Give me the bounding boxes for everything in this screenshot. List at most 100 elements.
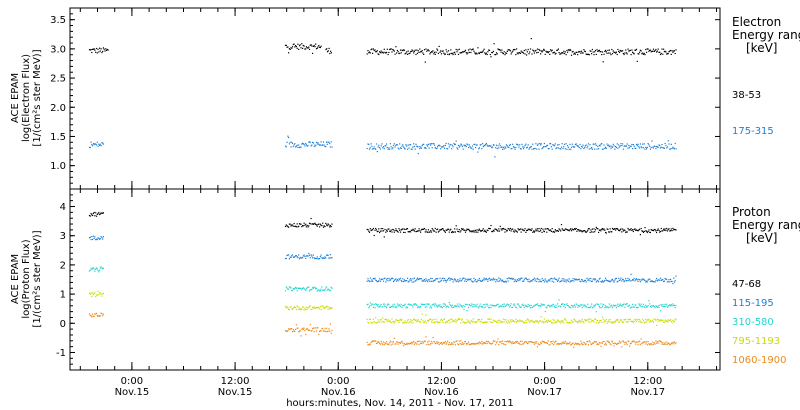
- data-point: [300, 146, 302, 148]
- data-point: [320, 45, 322, 47]
- data-point: [529, 228, 531, 230]
- data-point: [554, 143, 556, 145]
- data-point: [518, 229, 520, 231]
- data-point: [481, 318, 483, 320]
- data-point: [557, 320, 559, 322]
- data-point: [639, 147, 641, 149]
- data-point: [457, 53, 460, 55]
- data-point: [372, 340, 374, 342]
- data-point: [621, 305, 623, 307]
- data-point: [600, 230, 602, 232]
- data-point: [656, 318, 658, 320]
- data-point: [556, 230, 558, 232]
- data-point: [324, 328, 326, 330]
- data-point: [603, 228, 605, 230]
- data-point: [488, 277, 491, 279]
- data-point: [576, 343, 578, 345]
- data-point: [525, 49, 527, 51]
- data-point: [647, 230, 649, 233]
- data-point: [477, 279, 479, 281]
- data-point: [643, 230, 645, 232]
- data-point: [467, 52, 469, 54]
- data-point: [639, 281, 641, 283]
- data-point: [600, 320, 602, 322]
- data-point: [411, 343, 413, 345]
- data-point: [392, 343, 394, 345]
- data-point: [423, 280, 425, 282]
- data-point: [573, 229, 575, 231]
- data-point: [654, 307, 656, 309]
- data-point: [368, 148, 371, 150]
- data-point: [308, 254, 311, 256]
- data-point: [382, 278, 384, 280]
- data-point: [476, 342, 478, 344]
- data-point: [420, 342, 422, 344]
- data-point: [505, 228, 507, 230]
- data-point: [432, 229, 434, 231]
- data-point: [564, 51, 566, 53]
- data-point: [573, 318, 575, 320]
- data-point: [378, 53, 380, 56]
- data-point: [625, 231, 627, 233]
- data-point: [601, 305, 604, 307]
- data-point: [383, 321, 385, 323]
- data-point: [564, 279, 566, 281]
- data-point: [468, 51, 470, 53]
- data-point: [391, 318, 393, 320]
- xtick-day-label: Nov.16: [321, 387, 356, 398]
- data-point: [325, 330, 327, 333]
- data-point: [465, 280, 467, 282]
- data-point: [567, 146, 569, 148]
- data-point: [302, 142, 304, 144]
- data-point: [648, 50, 650, 52]
- data-point: [475, 147, 477, 149]
- data-point: [595, 144, 597, 146]
- data-point: [601, 307, 603, 309]
- data-point: [383, 148, 385, 150]
- data-point: [505, 280, 507, 282]
- data-point: [433, 340, 435, 343]
- data-point: [495, 304, 498, 306]
- data-point: [672, 319, 674, 321]
- data-point: [626, 280, 628, 282]
- data-point: [525, 319, 527, 322]
- data-point: [672, 227, 674, 229]
- data-point: [298, 307, 301, 309]
- data-point: [431, 319, 433, 321]
- data-point: [420, 303, 422, 305]
- data-point: [92, 48, 94, 50]
- data-point: [89, 293, 91, 295]
- data-point: [318, 289, 320, 291]
- data-point: [496, 229, 498, 231]
- data-point: [320, 254, 322, 256]
- data-point: [587, 279, 589, 281]
- data-point: [292, 43, 294, 46]
- data-point: [649, 278, 651, 280]
- data-point: [305, 288, 307, 290]
- data-point: [432, 143, 434, 145]
- data-point: [609, 228, 611, 230]
- data-point: [601, 316, 604, 318]
- data-point: [329, 323, 331, 325]
- data-point: [554, 229, 556, 231]
- data-point: [581, 52, 583, 54]
- data-point: [567, 305, 569, 307]
- data-point: [481, 340, 483, 343]
- data-point: [542, 303, 544, 305]
- data-point: [582, 144, 584, 146]
- data-point: [635, 321, 638, 323]
- data-point: [498, 322, 500, 324]
- data-point: [450, 318, 452, 320]
- data-point: [536, 303, 538, 306]
- data-point: [628, 229, 630, 231]
- data-point: [668, 342, 670, 344]
- data-point: [553, 281, 555, 283]
- data-point: [285, 224, 287, 226]
- data-point: [529, 307, 532, 309]
- data-point: [368, 318, 371, 320]
- data-point: [550, 304, 552, 306]
- data-point: [578, 305, 580, 307]
- data-point: [491, 343, 493, 345]
- data-point: [625, 304, 627, 306]
- data-point: [410, 304, 412, 306]
